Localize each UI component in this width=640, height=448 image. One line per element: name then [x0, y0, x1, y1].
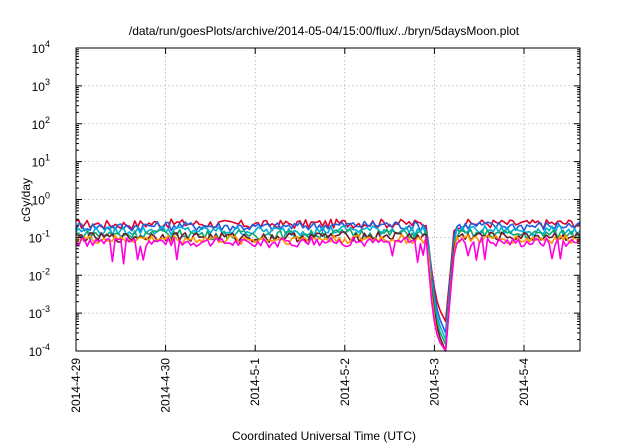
x-tick-label: 2014-5-4	[517, 358, 531, 406]
y-tick-label: 10-4	[29, 342, 50, 359]
x-tick-label: 2014-4-30	[159, 358, 173, 413]
y-tick-label: 102	[32, 115, 50, 132]
series-line-5	[75, 231, 581, 352]
y-tick-labels: 10-4 10-3 10-2 10-1 100 101 102 103 104	[29, 39, 50, 359]
x-tick-label: 2014-4-29	[69, 358, 83, 413]
y-tick-label: 104	[32, 39, 50, 56]
x-tick-labels: 2014-4-29 2014-4-30 2014-5-1 2014-5-2 2014-5…	[69, 358, 531, 413]
y-tick-label: 100	[32, 191, 50, 208]
y-tick-label: 10-1	[29, 228, 50, 245]
x-tick-label: 2014-5-1	[248, 358, 262, 406]
x-tick-label: 2014-5-2	[338, 358, 352, 406]
x-tick-label: 2014-5-3	[427, 358, 441, 406]
y-axis-title: cGy/day	[19, 178, 33, 222]
series-line-7	[75, 236, 581, 352]
y-tick-label: 101	[32, 153, 50, 170]
y-tick-label: 103	[32, 77, 50, 94]
y-tick-label: 10-2	[29, 266, 50, 283]
chart-title: /data/run/goesPlots/archive/2014-05-04/1…	[129, 24, 520, 38]
axis-ticks	[75, 47, 580, 352]
series-layer	[75, 218, 581, 352]
x-axis-title: Coordinated Universal Time (UTC)	[232, 429, 416, 443]
series-line-6	[75, 234, 581, 352]
series-line-3	[75, 225, 581, 341]
grid	[76, 48, 580, 351]
y-tick-label: 10-3	[29, 304, 50, 321]
series-line-4	[75, 228, 581, 346]
